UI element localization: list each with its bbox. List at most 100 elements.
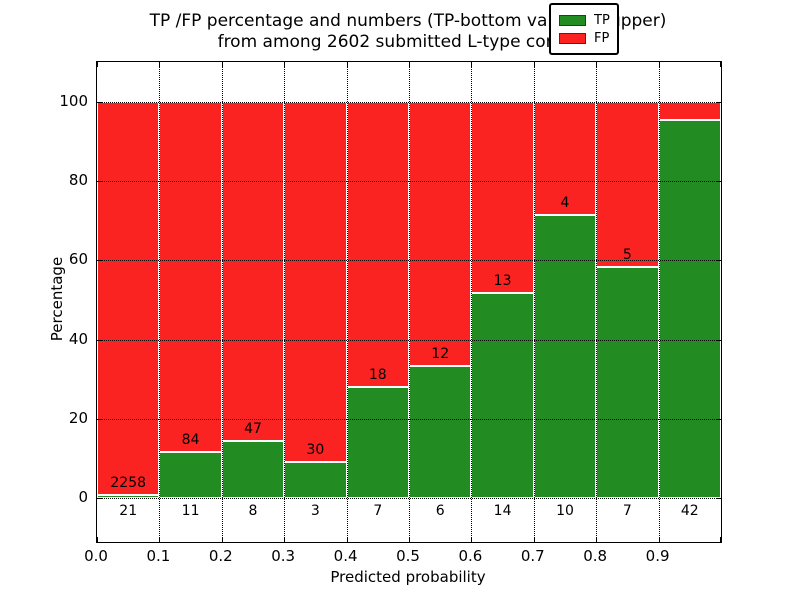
x-tick-mark [471,537,473,542]
bar-segment-fp [409,101,472,367]
legend-label-tp: TP [594,12,610,28]
y-tick-mark [97,260,102,262]
x-tick-mark [596,62,598,67]
y-tick-mark [716,260,721,262]
legend-swatch-fp [559,32,586,44]
x-tick-mark [221,537,223,542]
x-tick-mark [221,62,223,67]
y-axis-label: Percentage [48,256,66,342]
x-tick-mark [533,537,535,542]
bar-value-label-fp: 30 [306,442,325,459]
bar-value-label-tp: 6 [435,503,445,520]
bar-segment-tp [471,292,534,499]
bar-segment-tp [533,215,597,499]
bar-segment-tp [284,462,347,499]
x-tick-mark [97,537,98,542]
bar-value-label-tp: 11 [181,503,200,520]
bar-segment-tp [159,452,222,499]
plot-area: 2258 21 84 11 47 8 30 3 18 7 12 6 13 14 4 10 5 7 42 [96,61,722,543]
chart-title: TP /FP percentage and numbers (TP-bottom… [96,11,720,53]
x-tick-mark [720,62,721,67]
x-tick-mark [284,537,286,542]
bar-value-label-fp: 47 [244,420,262,437]
bar-value-label-fp: 2258 [110,474,147,491]
x-tick-mark [409,537,410,542]
x-tick-label: 0.9 [645,547,670,565]
bar-segment-tp [658,119,721,499]
bar-value-label-tp: 21 [119,503,138,520]
gridline-vertical [533,62,535,542]
x-tick-label: 0.3 [271,547,296,565]
bar-value-label-tp: 10 [556,503,574,520]
y-tick-label: 20 [68,409,88,428]
bar-segment-tp [409,366,472,499]
bar-segment-tp [346,387,409,499]
x-tick-mark [658,62,660,67]
x-tick-mark [346,537,348,542]
chart-title-line2: from among 2602 submitted L-type contact… [217,32,599,52]
y-tick-mark [97,498,102,500]
gridline-vertical [658,62,660,542]
x-tick-mark [471,62,473,67]
gridline-vertical [159,62,161,542]
x-axis-label: Predicted probability [330,568,486,586]
x-tick-label: 0.2 [208,547,233,565]
chart-title-line1: TP /FP percentage and numbers (TP-bottom… [149,11,667,31]
x-tick-mark [596,537,598,542]
bar-segment-tp [221,440,285,499]
x-tick-label: 0.6 [458,547,483,565]
y-tick-mark [97,181,102,182]
y-tick-mark [716,181,721,182]
bar-segment-fp [596,101,659,267]
bar-segment-fp [471,101,534,293]
x-tick-mark [346,62,348,67]
x-tick-mark [284,62,286,67]
bar-segment-fp [159,101,222,453]
y-tick-mark [97,419,102,421]
x-tick-mark [720,537,721,542]
bar-segment-fp [284,101,347,463]
bar-segment-fp [533,101,597,215]
y-tick-mark [716,339,721,341]
bar-segment-fp [346,101,409,388]
bar-value-label-fp: 12 [431,346,450,363]
bar-value-label-tp: 3 [310,503,320,520]
bar-value-label-tp: 7 [373,503,383,520]
bar-segment-fp [658,101,721,120]
x-tick-label: 0.1 [146,547,171,565]
x-tick-label: 0.0 [84,547,108,565]
bar-value-label-fp: 4 [560,195,570,211]
legend-swatch-tp [559,14,586,26]
bar-segment-fp [97,101,160,495]
y-tick-label: 0 [78,488,88,507]
y-tick-label: 80 [68,171,88,189]
x-tick-mark [409,62,410,67]
gridline-vertical [346,62,348,542]
x-tick-mark [97,62,98,67]
bar-segment-tp [596,266,659,499]
y-tick-label: 60 [68,250,88,269]
bar-value-label-tp: 7 [622,503,632,520]
bar-segment-fp [221,101,285,441]
bar-value-label-fp: 13 [493,272,512,289]
x-tick-mark [159,537,161,542]
x-tick-mark [159,62,161,67]
y-tick-mark [716,101,721,103]
gridline-vertical [284,62,286,542]
x-tick-mark [658,537,660,542]
bar-value-label-fp: 5 [622,246,632,263]
gridline-vertical [471,62,473,542]
bar-value-label-tp: 14 [493,503,512,520]
y-tick-mark [97,101,102,103]
gridline-vertical [409,62,410,542]
bar-segment-tp [97,494,160,499]
x-tick-label: 0.4 [333,547,358,565]
y-tick-mark [716,419,721,421]
gridline-vertical [596,62,598,542]
x-tick-label: 0.5 [396,547,420,565]
y-tick-mark [97,339,102,341]
bar-value-label-tp: 42 [680,503,699,520]
x-tick-label: 0.8 [583,547,608,565]
legend-entry-tp: TP [551,14,617,27]
